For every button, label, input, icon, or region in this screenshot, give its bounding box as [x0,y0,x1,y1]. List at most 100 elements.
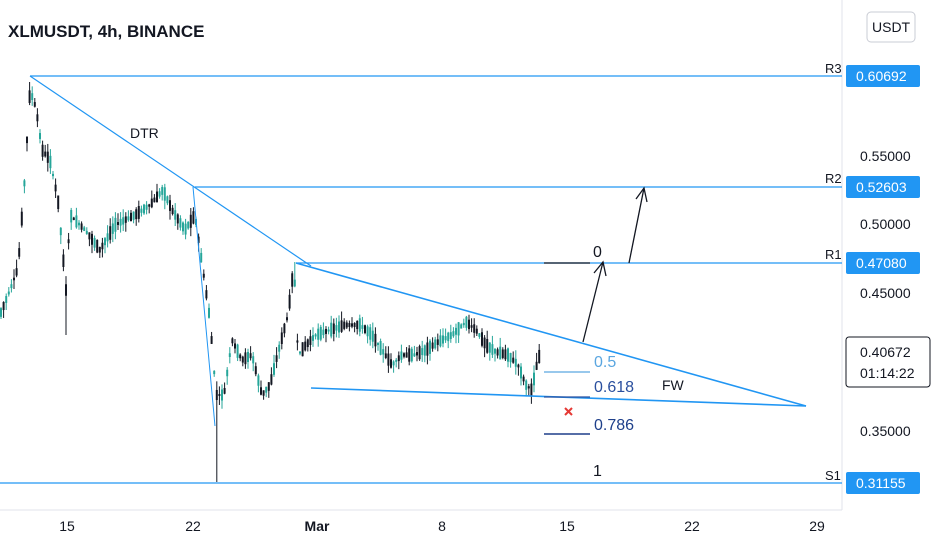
downtrend-line [29,75,312,267]
candle-body [361,325,364,329]
candle-body [49,155,52,169]
x-tick-label: Mar [305,518,330,534]
candle-body [85,230,88,234]
candle-body [444,336,447,341]
candle-body [296,340,299,343]
candle-body [418,346,421,360]
candle-body [98,246,101,253]
candle-body [228,353,231,357]
candle-body [192,211,195,224]
candle-body [392,361,395,366]
candle-body [265,386,268,393]
candle-body [278,344,281,352]
candle-body [215,389,218,401]
candle-body [208,307,210,318]
candle-body [106,233,109,242]
candle-body [101,242,104,250]
candle-body [288,294,291,309]
candle-body [15,268,18,276]
candle-body [286,317,288,321]
candle-body [460,324,463,329]
candle-body [309,336,312,345]
candle-body [364,325,366,334]
candle-body [10,284,13,289]
candle-body [395,359,398,362]
candle-body [270,374,273,385]
candle-body [158,191,161,197]
candle-body [457,322,460,336]
breakout-arrow-1 [582,260,607,343]
candle-body [260,387,262,395]
candle-body [223,388,226,394]
last-price-value: 0.40672 [860,344,911,360]
candle-body [26,136,28,144]
stop-marker [564,407,573,416]
candle-body [65,284,67,296]
candle-body [174,210,177,220]
candle-body [405,352,408,358]
candle-body [353,323,356,327]
candle-body [348,322,351,328]
candle-body [322,329,325,336]
candle-body [421,348,424,356]
candle-body [442,335,444,344]
level-name-r1: R1 [825,247,842,262]
candle-body [468,319,470,330]
candle-body [262,390,265,396]
candle-body [312,335,314,341]
candle-body [509,352,512,363]
candle-body [525,380,528,390]
candle-body [226,369,229,377]
candle-body [39,133,41,139]
candle-body [325,328,327,334]
candle-body [153,197,156,203]
candle-body [462,322,465,326]
candle-body [213,370,216,375]
candle-body [241,356,244,363]
candle-body [148,204,151,207]
candle-body [436,339,439,345]
candle-body [109,226,112,240]
candle-body [23,180,26,187]
candle-body [231,338,234,344]
candle-body [273,363,275,375]
fw-label: FW [662,377,685,393]
candle-body [499,346,502,360]
x-tick-label: 15 [559,518,575,534]
candle-body [423,345,426,356]
price-badge-r3: 0.60692 [846,65,920,87]
drawings: DTR FW 0 0.5 0.618 0.786 1 R3 R2 R1 S1 [0,61,842,484]
candle-body [452,331,455,337]
candle-body [52,173,54,177]
candle-body [140,208,143,213]
candle-body [449,332,452,340]
candle-body [301,342,304,357]
currency-button[interactable]: USDT [866,11,916,43]
candle-body [439,335,442,347]
candle-body [189,214,192,228]
candle-body [494,348,496,354]
candle-body [31,93,34,101]
candle-body [488,342,491,353]
candle-body [512,357,515,363]
candle-body [379,340,382,355]
candle-body [150,198,153,208]
candle-body [283,323,286,334]
candle-body [335,325,338,331]
currency-button-label[interactable]: USDT [872,19,911,35]
candle-body [2,301,5,311]
candle-body [96,239,99,253]
candle-body [137,206,140,219]
y-tick-label: 0.50000 [860,216,911,232]
candle-body [239,354,242,359]
x-tick-label: 22 [185,518,201,534]
candle-body [104,238,106,246]
candle-body [275,355,278,362]
r2-connector [192,186,216,427]
candle-body [416,352,418,356]
candle-body [397,355,400,362]
candle-body [533,372,535,386]
candle-body [429,340,431,354]
candle-body [130,212,132,222]
